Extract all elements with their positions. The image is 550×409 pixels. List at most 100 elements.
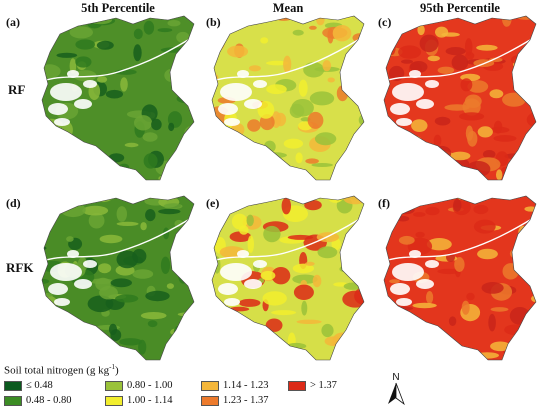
value-patch xyxy=(321,323,334,338)
value-patch xyxy=(68,171,93,180)
value-patch xyxy=(453,198,462,212)
value-patch xyxy=(417,24,425,36)
no-data-area xyxy=(48,283,68,295)
value-patch xyxy=(432,145,452,161)
value-patch xyxy=(268,196,283,198)
value-patch xyxy=(257,101,275,119)
value-patch xyxy=(269,347,276,355)
value-patch xyxy=(163,227,170,240)
legend-label: 1.14 - 1.23 xyxy=(223,380,269,391)
value-patch xyxy=(448,316,457,326)
value-patch xyxy=(437,66,455,74)
value-patch xyxy=(451,54,469,71)
no-data-area xyxy=(253,260,267,268)
value-patch xyxy=(473,204,489,215)
column-title-mean: Mean xyxy=(272,1,304,15)
value-patch xyxy=(416,161,437,172)
value-patch xyxy=(502,92,526,107)
value-patch xyxy=(433,134,442,147)
value-patch xyxy=(269,162,293,177)
no-data-area xyxy=(50,263,82,281)
legend-item: 1.23 - 1.37 xyxy=(201,395,269,406)
no-data-area xyxy=(237,70,249,78)
value-patch xyxy=(464,38,473,56)
value-patch xyxy=(526,111,536,129)
value-patch xyxy=(253,159,265,167)
value-patch xyxy=(151,118,162,131)
value-patch xyxy=(283,55,292,73)
value-patch xyxy=(417,196,433,202)
no-data-area xyxy=(396,298,412,306)
legend-label: > 1.37 xyxy=(310,380,337,391)
no-data-area xyxy=(218,103,238,115)
no-data-area xyxy=(392,263,424,281)
value-patch xyxy=(422,151,431,165)
value-patch xyxy=(502,263,519,280)
value-patch xyxy=(42,124,47,136)
value-patch xyxy=(303,62,325,78)
value-patch xyxy=(116,250,139,269)
map-panel-f xyxy=(383,195,537,361)
value-patch xyxy=(266,153,277,165)
value-patch xyxy=(418,164,437,174)
value-patch xyxy=(120,77,128,92)
value-patch xyxy=(239,225,249,235)
no-data-area xyxy=(220,83,252,101)
value-patch xyxy=(174,219,184,228)
value-patch xyxy=(396,16,410,21)
no-data-area xyxy=(54,118,70,126)
value-patch xyxy=(116,221,139,226)
value-patch xyxy=(42,164,52,180)
legend-title: Soil total nitrogen (g kg-1) xyxy=(4,363,119,377)
no-data-area xyxy=(50,83,82,101)
value-patch xyxy=(271,267,291,285)
value-patch xyxy=(467,80,489,93)
no-data-area xyxy=(67,70,79,78)
value-patch xyxy=(119,338,142,346)
value-patch xyxy=(510,55,526,65)
no-data-area xyxy=(396,118,412,126)
value-patch xyxy=(176,94,194,104)
value-patch xyxy=(411,119,428,132)
value-patch xyxy=(460,78,473,92)
legend-swatch xyxy=(105,380,123,391)
value-patch xyxy=(336,85,349,102)
river-line xyxy=(215,39,359,81)
value-patch xyxy=(96,40,114,50)
value-patch xyxy=(288,171,300,180)
value-patch xyxy=(142,132,158,142)
value-patch xyxy=(332,25,352,42)
value-patch xyxy=(66,349,75,359)
river-line xyxy=(387,39,531,81)
value-patch xyxy=(349,54,364,73)
no-data-area xyxy=(409,70,421,78)
legend-item: ≤ 0.48 xyxy=(4,380,53,391)
value-patch xyxy=(177,312,194,317)
value-patch xyxy=(427,55,440,62)
value-patch xyxy=(42,64,61,79)
value-patch xyxy=(47,171,65,177)
value-patch xyxy=(42,278,50,284)
value-patch xyxy=(384,201,391,219)
value-patch xyxy=(49,337,65,347)
value-patch xyxy=(384,22,403,40)
value-patch xyxy=(184,125,194,140)
region-border xyxy=(211,15,365,181)
map-panel-c xyxy=(383,15,537,181)
no-data-area xyxy=(390,283,410,295)
value-patch xyxy=(75,39,95,50)
value-patch xyxy=(170,327,190,337)
value-patch xyxy=(412,302,437,309)
value-patch xyxy=(437,268,461,275)
value-patch xyxy=(384,22,387,40)
value-patch xyxy=(409,61,428,73)
value-patch xyxy=(312,274,322,288)
value-patch xyxy=(493,135,517,142)
panel-label-f: (f) xyxy=(378,196,390,210)
no-data-area xyxy=(425,260,439,268)
value-patch xyxy=(98,263,112,274)
value-patch xyxy=(389,164,412,178)
value-patch xyxy=(401,59,413,64)
no-data-area xyxy=(83,260,97,268)
value-patch xyxy=(296,319,322,324)
